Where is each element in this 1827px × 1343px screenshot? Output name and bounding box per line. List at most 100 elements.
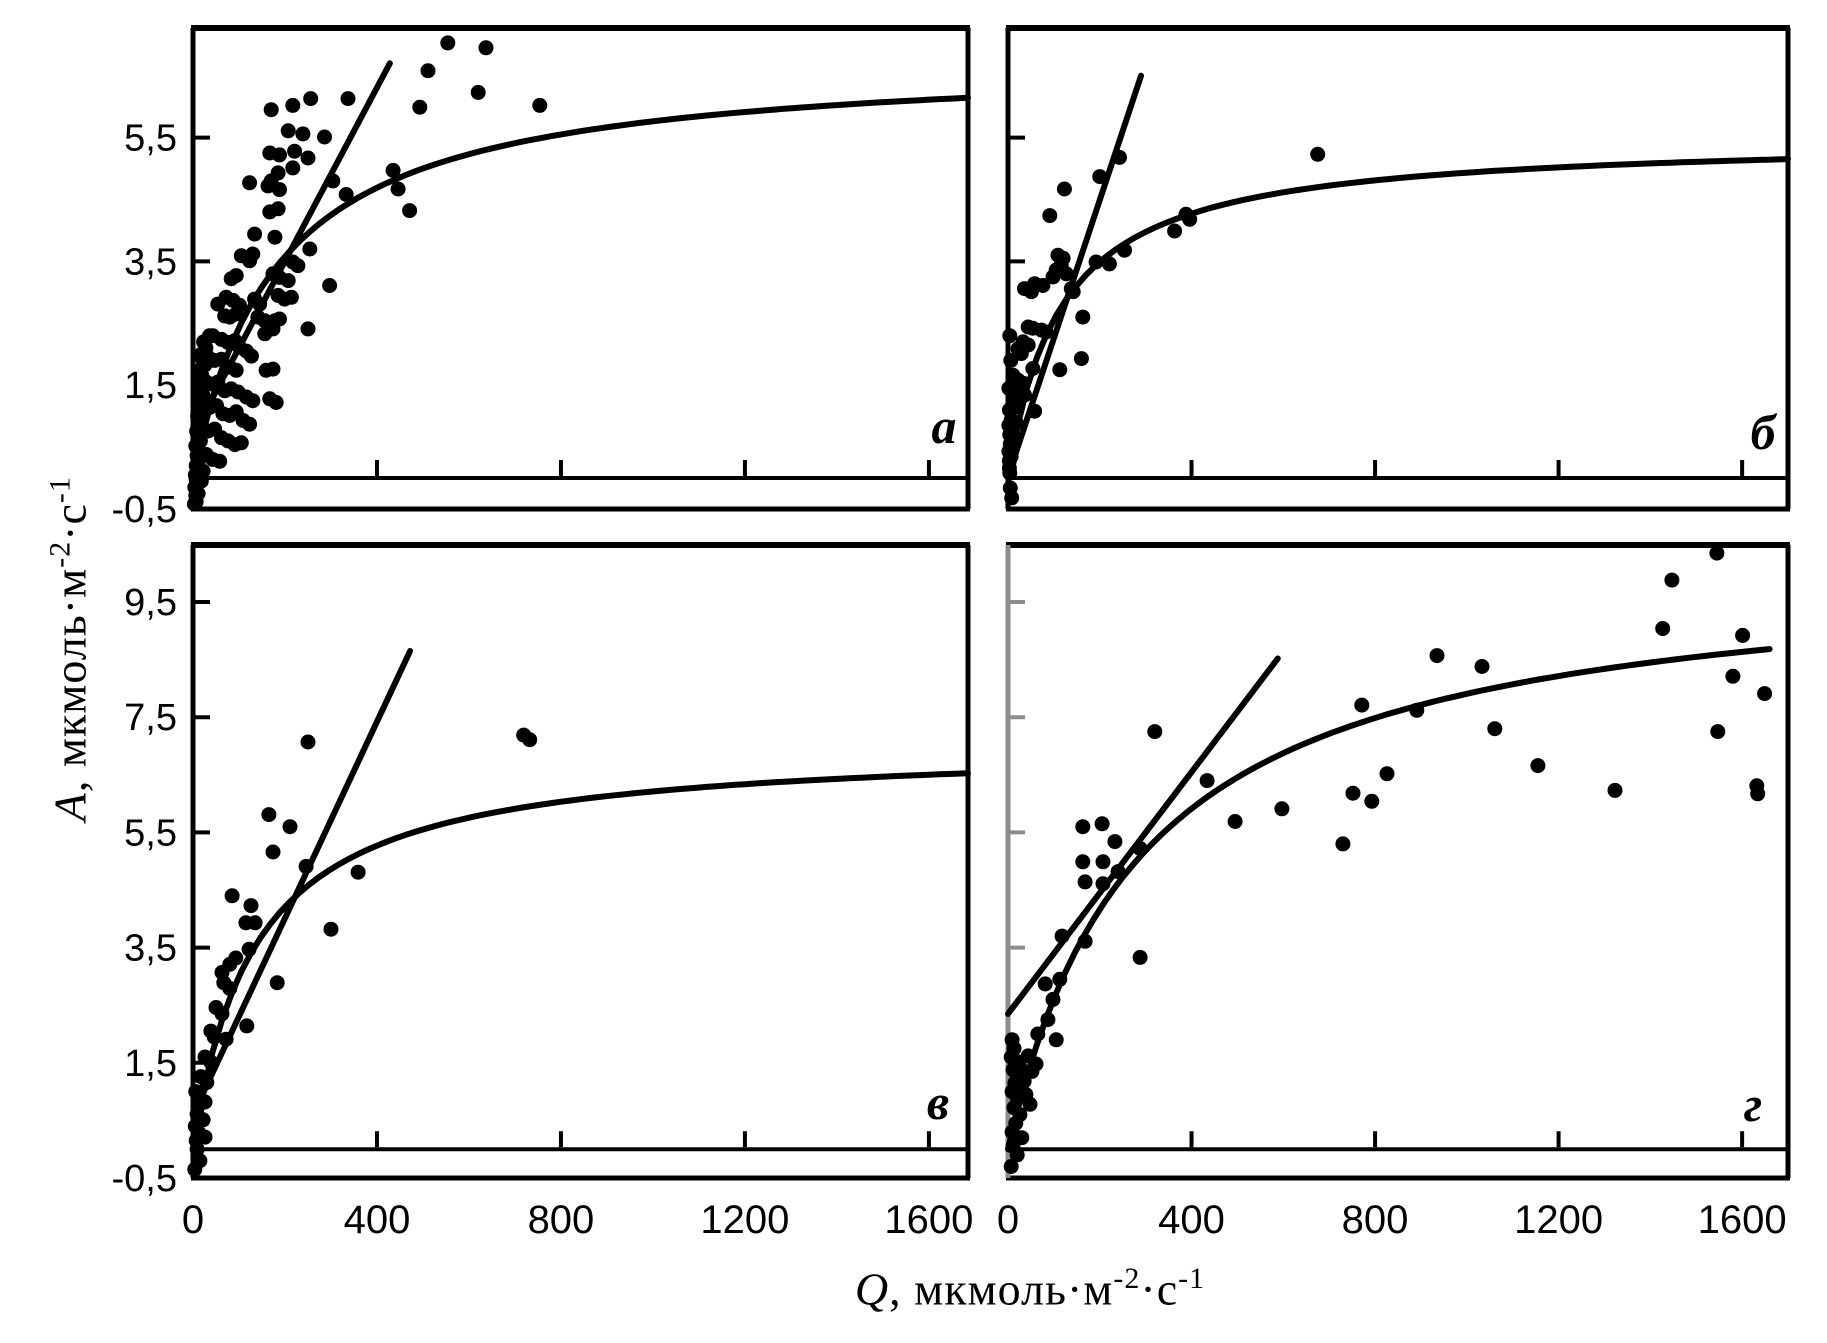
panel-g-data-point bbox=[1095, 854, 1111, 870]
panel-g-data-point bbox=[1227, 814, 1243, 829]
panel-v-y-tick-label: 5,5 bbox=[124, 812, 177, 854]
panel-a-data-point bbox=[338, 187, 354, 202]
panel-a-data-point bbox=[272, 182, 287, 198]
panel-b-data-point bbox=[1042, 208, 1058, 224]
panel-v-data-point bbox=[269, 975, 285, 991]
panel-v-data-point bbox=[261, 807, 277, 823]
panel-a-data-point bbox=[322, 278, 338, 293]
panel-v-data-point bbox=[239, 1018, 255, 1034]
panel-b-data-point bbox=[1045, 269, 1061, 285]
panel-b-data-point bbox=[1001, 417, 1017, 433]
panel-a-data-point bbox=[300, 321, 316, 337]
panel-b-data-point bbox=[1001, 453, 1017, 469]
panel-a-data-point bbox=[267, 229, 283, 245]
panel-g-letter: г bbox=[1744, 1076, 1762, 1132]
panel-g-data-point bbox=[1040, 1012, 1056, 1028]
panel-v-x-tick-label: 400 bbox=[344, 1198, 411, 1242]
x-axis-variable: Q bbox=[854, 1263, 890, 1315]
panel-g-data-point bbox=[1107, 834, 1123, 850]
panel-b-data-point bbox=[1004, 490, 1020, 506]
panel-v-y-tick-label: 1,5 bbox=[124, 1043, 177, 1085]
panel-a-data-point bbox=[265, 361, 281, 377]
panel-v-data-point bbox=[282, 819, 298, 835]
panel-g-data-point bbox=[1132, 949, 1148, 965]
panel-a-data-point bbox=[295, 126, 311, 142]
panel-v-x-tick-label: 1200 bbox=[700, 1198, 789, 1242]
panel-b-data-point bbox=[1052, 362, 1068, 378]
panel-b-data-point bbox=[1065, 284, 1081, 300]
panel-v-data-point bbox=[522, 732, 538, 748]
panel-a-data-point bbox=[233, 435, 249, 451]
panel-b-initial-slope-line bbox=[1009, 72, 1145, 466]
panel-b-data-point bbox=[1088, 254, 1104, 270]
panel-v-data-point bbox=[265, 844, 281, 860]
panel-b-data-point bbox=[1056, 181, 1072, 197]
panel-b-data-point bbox=[1092, 169, 1108, 185]
panel-v-data-point bbox=[298, 858, 314, 874]
panel-g-data-point bbox=[1052, 971, 1068, 987]
panel-g-data-point bbox=[1028, 1056, 1044, 1072]
panel-v-data-point bbox=[300, 734, 316, 750]
panel-v-data-point bbox=[241, 941, 257, 957]
panel-g-data-point bbox=[1045, 991, 1061, 1007]
panel-g-x-tick-label: 0 bbox=[997, 1198, 1019, 1242]
panel-g-data-point bbox=[1429, 648, 1445, 664]
panel-g-data-point bbox=[1037, 976, 1053, 992]
panel-b-data-point bbox=[1310, 146, 1326, 162]
panel-a-data-point bbox=[420, 63, 436, 79]
panel-g-data-point bbox=[1335, 836, 1351, 852]
panel-v-data-point bbox=[199, 1074, 215, 1090]
panel-v-data-point bbox=[228, 950, 244, 966]
panel-a-data-point bbox=[385, 162, 401, 178]
panel-a-data-point bbox=[390, 181, 406, 197]
panel-v-x-tick-label: 0 bbox=[182, 1198, 204, 1242]
panel-g-x-tick-label: 1600 bbox=[1698, 1198, 1787, 1242]
panel-v-data-point bbox=[214, 1006, 230, 1022]
panel-a-data-point bbox=[228, 362, 244, 378]
panel-b-data-point bbox=[1117, 242, 1132, 258]
panel-b-data-point bbox=[1038, 324, 1054, 340]
panel-a-data-point bbox=[228, 306, 244, 322]
panel-b-data-point bbox=[1023, 284, 1039, 300]
panel-g-data-point bbox=[1710, 724, 1726, 740]
panel-a-data-point bbox=[290, 258, 306, 274]
panel-b-data-point bbox=[1058, 266, 1074, 282]
panel-a-data-point bbox=[478, 40, 494, 56]
panel-g-data-point bbox=[1379, 766, 1395, 782]
panel-v-fit-curve bbox=[190, 770, 971, 1153]
panel-g-data-point bbox=[1607, 782, 1623, 798]
panel-a-data-point bbox=[212, 453, 228, 469]
panel-g-data-point bbox=[1077, 933, 1093, 949]
panel-a-data-point bbox=[245, 246, 261, 262]
panel-g-data-point bbox=[1655, 621, 1671, 636]
panel-a-data-point bbox=[285, 160, 301, 176]
panel-g-data-point bbox=[1709, 545, 1725, 561]
panel-a-data-point bbox=[257, 326, 273, 342]
y-axis-variable: A bbox=[44, 792, 96, 822]
panel-a-data-point bbox=[440, 35, 456, 51]
panel-a-fit-curve bbox=[190, 94, 971, 481]
panel-g-data-point bbox=[1095, 876, 1111, 892]
panel-b-data-point bbox=[1025, 361, 1041, 376]
panel-v-data-point bbox=[188, 1084, 204, 1100]
panel-g-data-point bbox=[1054, 928, 1070, 944]
panel-b-data-point bbox=[1025, 320, 1041, 336]
panel-v-y-tick-label: 9,5 bbox=[124, 582, 177, 624]
panel-a-data-point bbox=[242, 175, 258, 191]
panel-v-data-point bbox=[218, 1031, 234, 1047]
panel-g-data-point bbox=[1003, 1159, 1019, 1174]
panel-a-data-point bbox=[245, 393, 261, 409]
panel-a-data-point bbox=[272, 147, 287, 163]
panel-a-data-point bbox=[287, 143, 303, 159]
panel-v-data-point bbox=[187, 1161, 203, 1177]
panel-g-x-tick-label: 1200 bbox=[1514, 1198, 1603, 1242]
panel-v-y-tick-label: 3,5 bbox=[124, 928, 177, 970]
panel-a-data-point bbox=[285, 97, 301, 113]
panel-g-data-point bbox=[1474, 659, 1490, 674]
panel-a-data-point bbox=[270, 201, 286, 217]
panel-g-data-point bbox=[1022, 1096, 1038, 1112]
panel-a-data-point bbox=[280, 273, 296, 289]
x-axis-title: Q, мкмоль·м-2·с-1 bbox=[854, 1262, 1206, 1315]
